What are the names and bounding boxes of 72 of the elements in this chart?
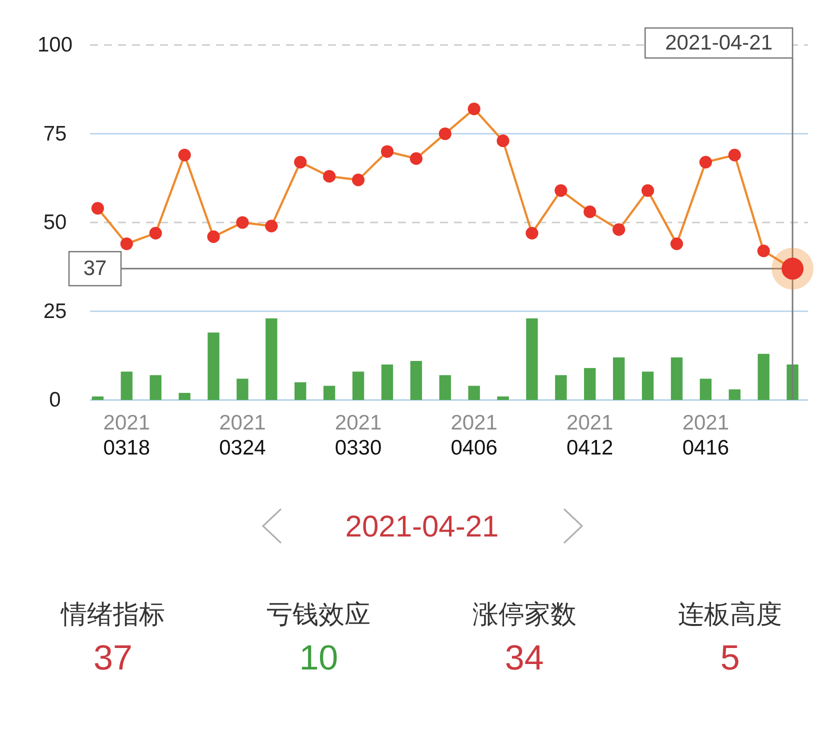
category-label: 亏钱效应 — [266, 599, 371, 629]
category-label: 涨停家数 — [472, 599, 576, 629]
bar — [323, 386, 336, 400]
x-tick-label: 2021 0330 — [334, 412, 382, 460]
point — [496, 134, 510, 148]
point — [670, 238, 684, 250]
bar — [526, 318, 538, 400]
bar — [266, 318, 278, 400]
y-tick-label: 75 — [43, 122, 67, 146]
point — [757, 244, 770, 258]
bar — [92, 396, 104, 400]
data-label: 37 — [94, 638, 132, 678]
bar — [758, 354, 770, 400]
point — [323, 170, 336, 183]
bar — [208, 332, 220, 400]
data-label: 10 — [299, 638, 338, 678]
point — [380, 145, 394, 158]
text: 2021-04-21 — [345, 510, 499, 544]
point — [265, 220, 278, 232]
point — [294, 156, 307, 168]
point — [699, 156, 712, 168]
point — [468, 102, 480, 116]
x-tick-label: 2021 0406 — [450, 412, 498, 460]
data-label: 5 — [720, 638, 740, 678]
bar — [468, 386, 480, 400]
point — [236, 216, 249, 229]
bar — [728, 389, 740, 400]
point — [612, 223, 626, 236]
y-tick-label: 50 — [43, 211, 67, 234]
point — [352, 174, 365, 186]
ref-line-y: 37 — [68, 251, 793, 286]
point — [641, 184, 654, 197]
point — [584, 206, 596, 218]
bar — [410, 360, 422, 400]
bar — [700, 378, 712, 400]
crosshair-label: 2021-04-21 — [644, 27, 794, 59]
bar — [294, 382, 306, 400]
category-label: 连板高度 — [678, 599, 782, 629]
x-tick-label: 2021 0324 — [219, 412, 266, 460]
point — [728, 148, 741, 162]
point — [438, 127, 452, 140]
bar — [584, 368, 596, 400]
point — [178, 148, 191, 162]
x-tick-label: 2021 0318 — [103, 412, 150, 460]
point — [554, 184, 568, 197]
bar — [150, 375, 162, 400]
point — [91, 202, 104, 215]
point — [149, 226, 162, 240]
bar — [642, 372, 654, 400]
y-tick-label: 100 — [37, 34, 73, 56]
x-tick-label: 2021 0416 — [682, 412, 730, 460]
category-label: 情绪指标 — [60, 599, 165, 629]
bar — [612, 357, 625, 400]
data-label: 34 — [504, 638, 544, 678]
point — [207, 230, 220, 243]
y-tick-label: 25 — [43, 300, 67, 323]
ref-line-label: 37 — [83, 257, 107, 280]
bar — [178, 392, 190, 400]
bar — [439, 375, 451, 400]
annotation: 2021-04-21 — [665, 32, 773, 54]
bar — [381, 364, 394, 400]
x-tick-label: 2021 0412 — [566, 412, 614, 460]
bar — [555, 375, 567, 400]
point — [526, 226, 538, 240]
point — [120, 238, 133, 250]
bar — [236, 378, 248, 400]
bar — [670, 357, 683, 400]
bar — [497, 396, 509, 400]
bar — [120, 372, 133, 400]
y-tick-label: 0 — [49, 388, 61, 412]
point — [410, 152, 422, 165]
bar — [352, 372, 364, 400]
